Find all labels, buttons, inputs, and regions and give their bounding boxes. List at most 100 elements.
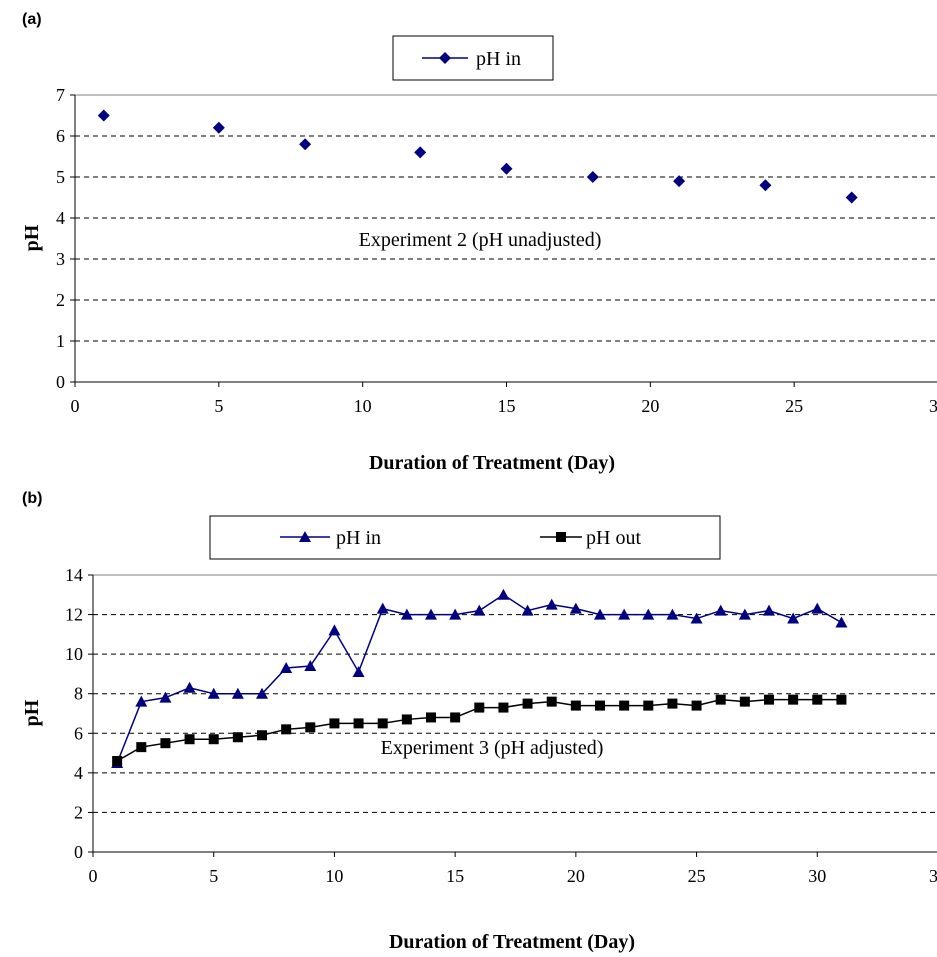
data-point: [450, 712, 461, 723]
data-point: [812, 694, 823, 705]
data-point: [159, 691, 172, 703]
y-tick-label: 4: [56, 208, 65, 228]
data-point: [569, 602, 582, 614]
data-point: [257, 730, 267, 741]
data-point: [845, 191, 858, 204]
data-point: [764, 694, 774, 705]
x-tick-label: 5: [209, 866, 218, 886]
data-point: [414, 146, 427, 159]
legend-label-a-pH-in: pH in: [476, 48, 521, 70]
data-point: [546, 696, 557, 707]
y-tick-label: 2: [74, 802, 83, 822]
data-point: [788, 694, 799, 705]
data-point: [474, 702, 485, 713]
data-point: [425, 608, 437, 620]
y-tick-label: 0: [56, 372, 65, 392]
data-point: [498, 702, 509, 713]
plot-area-b: [92, 574, 937, 853]
data-point: [183, 681, 196, 693]
data-point: [207, 687, 220, 699]
data-point: [643, 700, 654, 711]
data-point: [594, 608, 606, 620]
plot-area-a: [74, 94, 937, 383]
x-tick-label: 10: [325, 866, 343, 886]
y-tick-label: 5: [56, 167, 65, 187]
data-point: [208, 734, 219, 745]
legend-a: pH in: [392, 35, 554, 81]
x-axis-title-b: Duration of Treatment (Day): [389, 931, 635, 953]
y-tick-label: 7: [56, 85, 65, 105]
x-tick-label: 25: [785, 396, 803, 416]
data-point: [759, 179, 772, 192]
data-point: [521, 604, 534, 616]
y-tick-label: 4: [74, 763, 83, 783]
data-point: [256, 687, 268, 699]
x-tick-label: 35: [929, 866, 937, 886]
data-point: [299, 138, 312, 151]
x-tick-label: 0: [71, 396, 80, 416]
data-point: [135, 695, 148, 707]
data-point: [304, 660, 317, 672]
y-tick-label: 3: [56, 249, 65, 269]
data-point: [738, 608, 751, 620]
data-point: [690, 612, 703, 624]
data-point: [666, 608, 679, 620]
data-point: [400, 608, 413, 620]
gridlines-b: [93, 614, 937, 813]
y-tick-label: 2: [56, 290, 65, 310]
x-tick-label: 5: [214, 396, 223, 416]
data-point: [739, 696, 750, 707]
data-point: [160, 738, 171, 749]
data-point: [232, 732, 243, 743]
y-tick-label: 14: [65, 565, 83, 585]
y-tick-label: 0: [74, 842, 83, 862]
data-point: [328, 624, 341, 636]
data-point: [497, 588, 510, 600]
x-tick-label: 0: [89, 866, 98, 886]
data-point: [835, 616, 848, 628]
legend-b: pH in pH out: [209, 515, 721, 560]
chart-b: (b) 0 2 4 6 8 10 12 14 0 5 10 15 20 25 30 35 pH in pH o…: [21, 490, 937, 953]
x-tick-label: 20: [567, 866, 585, 886]
x-tick-label: 20: [641, 396, 659, 416]
x-tick-label: 25: [688, 866, 706, 886]
data-point: [473, 604, 486, 616]
data-point: [673, 175, 686, 188]
data-point: [280, 661, 293, 673]
y-tick-label: 10: [65, 644, 83, 664]
data-point: [212, 121, 225, 134]
x-tick-label: 30: [808, 866, 826, 886]
data-point: [619, 700, 630, 711]
data-point: [352, 665, 365, 677]
chart-a: (a) 0 1 2 3 4 5 6 7 0 5 10 15 20 25 30 pH in Experimen…: [21, 11, 937, 474]
y-axis-title-a: pH: [21, 224, 43, 251]
legend-box-a: [392, 35, 554, 81]
y-tick-label: 1: [56, 331, 65, 351]
data-point: [667, 698, 678, 709]
data-point: [586, 171, 599, 183]
legend-label-b-pH-in: pH in: [336, 527, 381, 549]
data-point: [714, 604, 727, 616]
x-tick-label: 30: [929, 396, 937, 416]
legend-diamond-marker: [439, 52, 451, 64]
data-point: [376, 602, 389, 614]
data-point: [426, 712, 436, 723]
data-point: [763, 604, 775, 616]
x-tick-label: 15: [498, 396, 516, 416]
data-point: [642, 608, 655, 620]
annotation-b: Experiment 3 (pH adjusted): [381, 737, 604, 759]
legend-label-b-pH-out: pH out: [586, 527, 641, 549]
series-a-pH-in: [97, 109, 858, 204]
y-tick-label: 12: [65, 605, 83, 625]
data-point: [522, 698, 533, 709]
data-point: [618, 608, 631, 620]
data-point: [595, 700, 605, 711]
axes-b: 0 2 4 6 8 10 12 14 0 5 10 15 20 25 30 35: [65, 565, 937, 886]
y-axis-title-b: pH: [21, 699, 43, 726]
data-point: [715, 694, 726, 705]
data-point: [184, 734, 195, 745]
data-point: [136, 742, 147, 753]
data-point: [787, 612, 800, 624]
data-point: [329, 718, 340, 729]
